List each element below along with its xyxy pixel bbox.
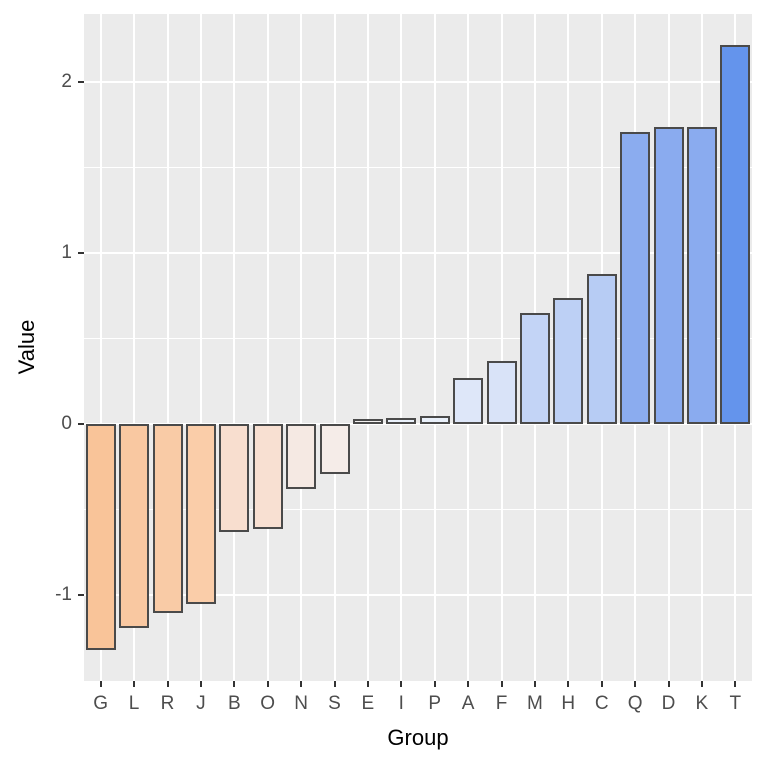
bar-F — [486, 361, 517, 425]
x-tick-mark — [199, 681, 202, 687]
gridline-category — [99, 14, 102, 681]
x-tick-label-G: G — [93, 693, 109, 714]
x-tick-mark — [533, 681, 536, 687]
y-tick-label: 0 — [61, 413, 72, 435]
y-axis-title: Value — [14, 319, 39, 375]
gridline-category — [366, 14, 369, 681]
x-tick-mark — [700, 681, 703, 687]
bar-G — [85, 424, 116, 651]
gridline-minor — [84, 338, 752, 340]
x-tick-label-B: B — [227, 693, 241, 714]
gridline-category — [333, 14, 336, 681]
gridline-category — [300, 14, 303, 681]
x-tick-label-N: N — [294, 693, 308, 714]
gridline-category — [233, 14, 236, 681]
x-tick-mark — [133, 681, 136, 687]
x-tick-mark — [467, 681, 470, 687]
bar-O — [252, 424, 283, 529]
y-tick-label: 1 — [61, 242, 72, 264]
bar-A — [453, 378, 484, 425]
x-tick-mark — [634, 681, 637, 687]
x-tick-label-K: K — [695, 693, 709, 714]
x-tick-label-A: A — [461, 693, 475, 714]
gridline-category — [266, 14, 269, 681]
bar-B — [219, 424, 250, 533]
bar-H — [553, 297, 584, 425]
x-tick-mark — [667, 681, 670, 687]
x-tick-mark — [366, 681, 369, 687]
x-tick-mark — [333, 681, 336, 687]
gridline-category — [166, 14, 169, 681]
gridline-category — [500, 14, 503, 681]
x-tick-label-M: M — [526, 693, 543, 714]
x-tick-mark — [567, 681, 570, 687]
bar-K — [686, 126, 717, 425]
bar-N — [286, 424, 317, 490]
bar-I — [386, 417, 417, 425]
x-tick-label-T: T — [729, 693, 742, 714]
gridline-major — [84, 423, 752, 426]
gridline-minor — [84, 167, 752, 169]
gridline-category — [433, 14, 436, 681]
x-tick-mark — [300, 681, 303, 687]
gridline-minor — [84, 509, 752, 511]
x-tick-label-P: P — [428, 693, 442, 714]
bar-C — [586, 273, 617, 425]
y-tick-label: -1 — [55, 584, 72, 606]
y-tick-mark — [78, 594, 84, 597]
x-tick-label-Q: Q — [627, 693, 643, 714]
y-tick-mark — [78, 252, 84, 255]
y-tick-label: 2 — [61, 71, 72, 93]
x-tick-mark — [99, 681, 102, 687]
x-axis-title: Group — [387, 725, 449, 750]
x-tick-mark — [266, 681, 269, 687]
bar-P — [419, 415, 450, 425]
x-tick-label-H: H — [561, 693, 576, 714]
gridline-major — [84, 252, 752, 255]
x-tick-label-F: F — [495, 693, 508, 714]
bar-L — [119, 424, 150, 628]
x-tick-label-I: I — [398, 693, 404, 714]
bar-J — [185, 424, 216, 605]
x-tick-mark — [433, 681, 436, 687]
x-tick-label-C: C — [594, 693, 609, 714]
x-tick-label-D: D — [661, 693, 676, 714]
bar-T — [720, 44, 751, 425]
gridline-category — [467, 14, 470, 681]
plot-panel — [84, 14, 752, 681]
y-tick-mark — [78, 81, 84, 84]
x-tick-mark — [166, 681, 169, 687]
x-tick-label-R: R — [160, 693, 175, 714]
bar-M — [519, 313, 550, 425]
bar-S — [319, 424, 350, 475]
x-tick-label-O: O — [260, 693, 276, 714]
x-tick-mark — [734, 681, 737, 687]
x-tick-mark — [400, 681, 403, 687]
x-tick-mark — [500, 681, 503, 687]
bar-D — [653, 126, 684, 425]
gridline-major — [84, 594, 752, 597]
x-tick-label-J: J — [196, 693, 206, 714]
x-tick-label-S: S — [328, 693, 341, 714]
x-tick-mark — [233, 681, 236, 687]
bar-Q — [620, 132, 651, 425]
bar-R — [152, 424, 183, 613]
x-tick-mark — [600, 681, 603, 687]
gridline-category — [199, 14, 202, 681]
gridline-major — [84, 81, 752, 84]
x-tick-label-L: L — [128, 693, 140, 714]
bar-E — [352, 419, 383, 425]
x-tick-label-E: E — [361, 693, 375, 714]
y-tick-mark — [78, 423, 84, 426]
gridline-category — [133, 14, 136, 681]
gridline-category — [400, 14, 403, 681]
